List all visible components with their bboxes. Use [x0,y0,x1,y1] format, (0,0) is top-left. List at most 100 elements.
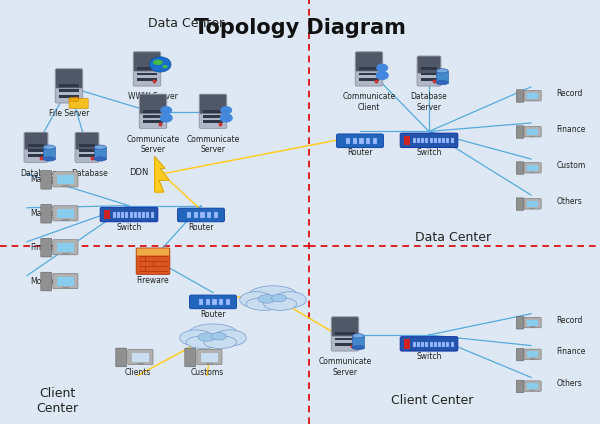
FancyBboxPatch shape [190,295,236,309]
Ellipse shape [162,65,168,68]
Bar [206,363,213,365]
FancyBboxPatch shape [25,133,47,150]
FancyBboxPatch shape [517,162,524,174]
FancyBboxPatch shape [128,349,153,365]
Bar [530,390,535,391]
Bar [142,212,145,218]
Bar [404,339,410,349]
FancyBboxPatch shape [116,348,127,367]
FancyBboxPatch shape [199,94,227,128]
FancyBboxPatch shape [133,52,161,86]
Text: DDN: DDN [130,168,149,177]
Text: Router: Router [188,223,214,232]
Bar [438,138,441,143]
FancyBboxPatch shape [332,317,358,336]
Bar [134,212,137,218]
Ellipse shape [436,69,448,73]
Bar [527,320,538,326]
Ellipse shape [43,157,55,161]
Bar [359,78,379,81]
FancyBboxPatch shape [185,348,196,367]
Bar [335,332,355,335]
Bar [62,185,69,187]
FancyBboxPatch shape [331,317,359,351]
Bar [219,299,223,305]
Ellipse shape [160,113,173,123]
Bar [104,210,110,219]
Bar [530,172,535,173]
FancyBboxPatch shape [41,170,52,189]
Bar [434,342,437,347]
Bar [527,383,538,389]
Text: Communicate
Server: Communicate Server [319,357,371,377]
Circle shape [376,64,388,72]
FancyBboxPatch shape [70,98,79,101]
Bar [421,67,437,70]
Text: Internet: Internet [257,295,289,304]
Bar [446,342,449,347]
Bar [113,212,116,218]
FancyBboxPatch shape [200,95,226,114]
Bar [203,110,223,113]
Text: Communicate
Client: Communicate Client [343,92,395,112]
Text: Switch: Switch [416,352,442,361]
Text: Data Center: Data Center [148,17,224,30]
Bar [203,120,223,123]
Bar [62,219,69,221]
Bar [527,165,538,171]
Bar [206,299,210,305]
Text: Client Center: Client Center [391,394,473,407]
Bar [527,351,538,357]
Bar [117,212,120,218]
Text: Manager: Manager [30,209,64,218]
Bar [137,67,157,70]
FancyBboxPatch shape [524,162,541,173]
Ellipse shape [153,60,163,65]
Ellipse shape [186,336,222,349]
Ellipse shape [43,145,55,149]
Text: Router: Router [347,148,373,157]
Bar [530,326,535,328]
FancyBboxPatch shape [69,98,88,109]
Text: Database: Database [20,169,58,178]
Bar [451,342,454,347]
Bar [28,154,44,157]
FancyBboxPatch shape [41,272,52,291]
FancyBboxPatch shape [524,126,541,137]
FancyBboxPatch shape [355,52,383,86]
FancyBboxPatch shape [417,56,441,86]
FancyBboxPatch shape [524,317,541,328]
FancyBboxPatch shape [75,132,99,162]
FancyBboxPatch shape [400,337,458,351]
FancyBboxPatch shape [139,94,167,128]
Bar [138,212,141,218]
Polygon shape [155,157,169,192]
FancyBboxPatch shape [53,273,78,289]
Bar [417,138,420,143]
Bar [530,358,535,360]
Ellipse shape [264,298,296,310]
Text: Manager: Manager [30,175,64,184]
Ellipse shape [220,113,233,123]
FancyBboxPatch shape [517,317,524,329]
Bar [335,338,355,340]
FancyBboxPatch shape [524,90,541,101]
Text: Topology Diagram: Topology Diagram [194,18,406,38]
Text: Internet: Internet [197,333,229,343]
Bar [79,144,95,147]
Bar [421,78,437,81]
Bar [59,84,79,87]
Ellipse shape [212,332,227,340]
Bar [121,212,124,218]
Bar [56,175,74,184]
Bar [425,138,428,143]
Bar [214,212,218,218]
Bar [359,67,379,70]
Text: Others: Others [556,197,582,206]
Text: Database: Database [71,169,109,178]
Bar [366,138,370,144]
Bar [130,212,133,218]
Bar [203,115,223,118]
Bar [212,299,217,305]
Ellipse shape [198,333,216,341]
